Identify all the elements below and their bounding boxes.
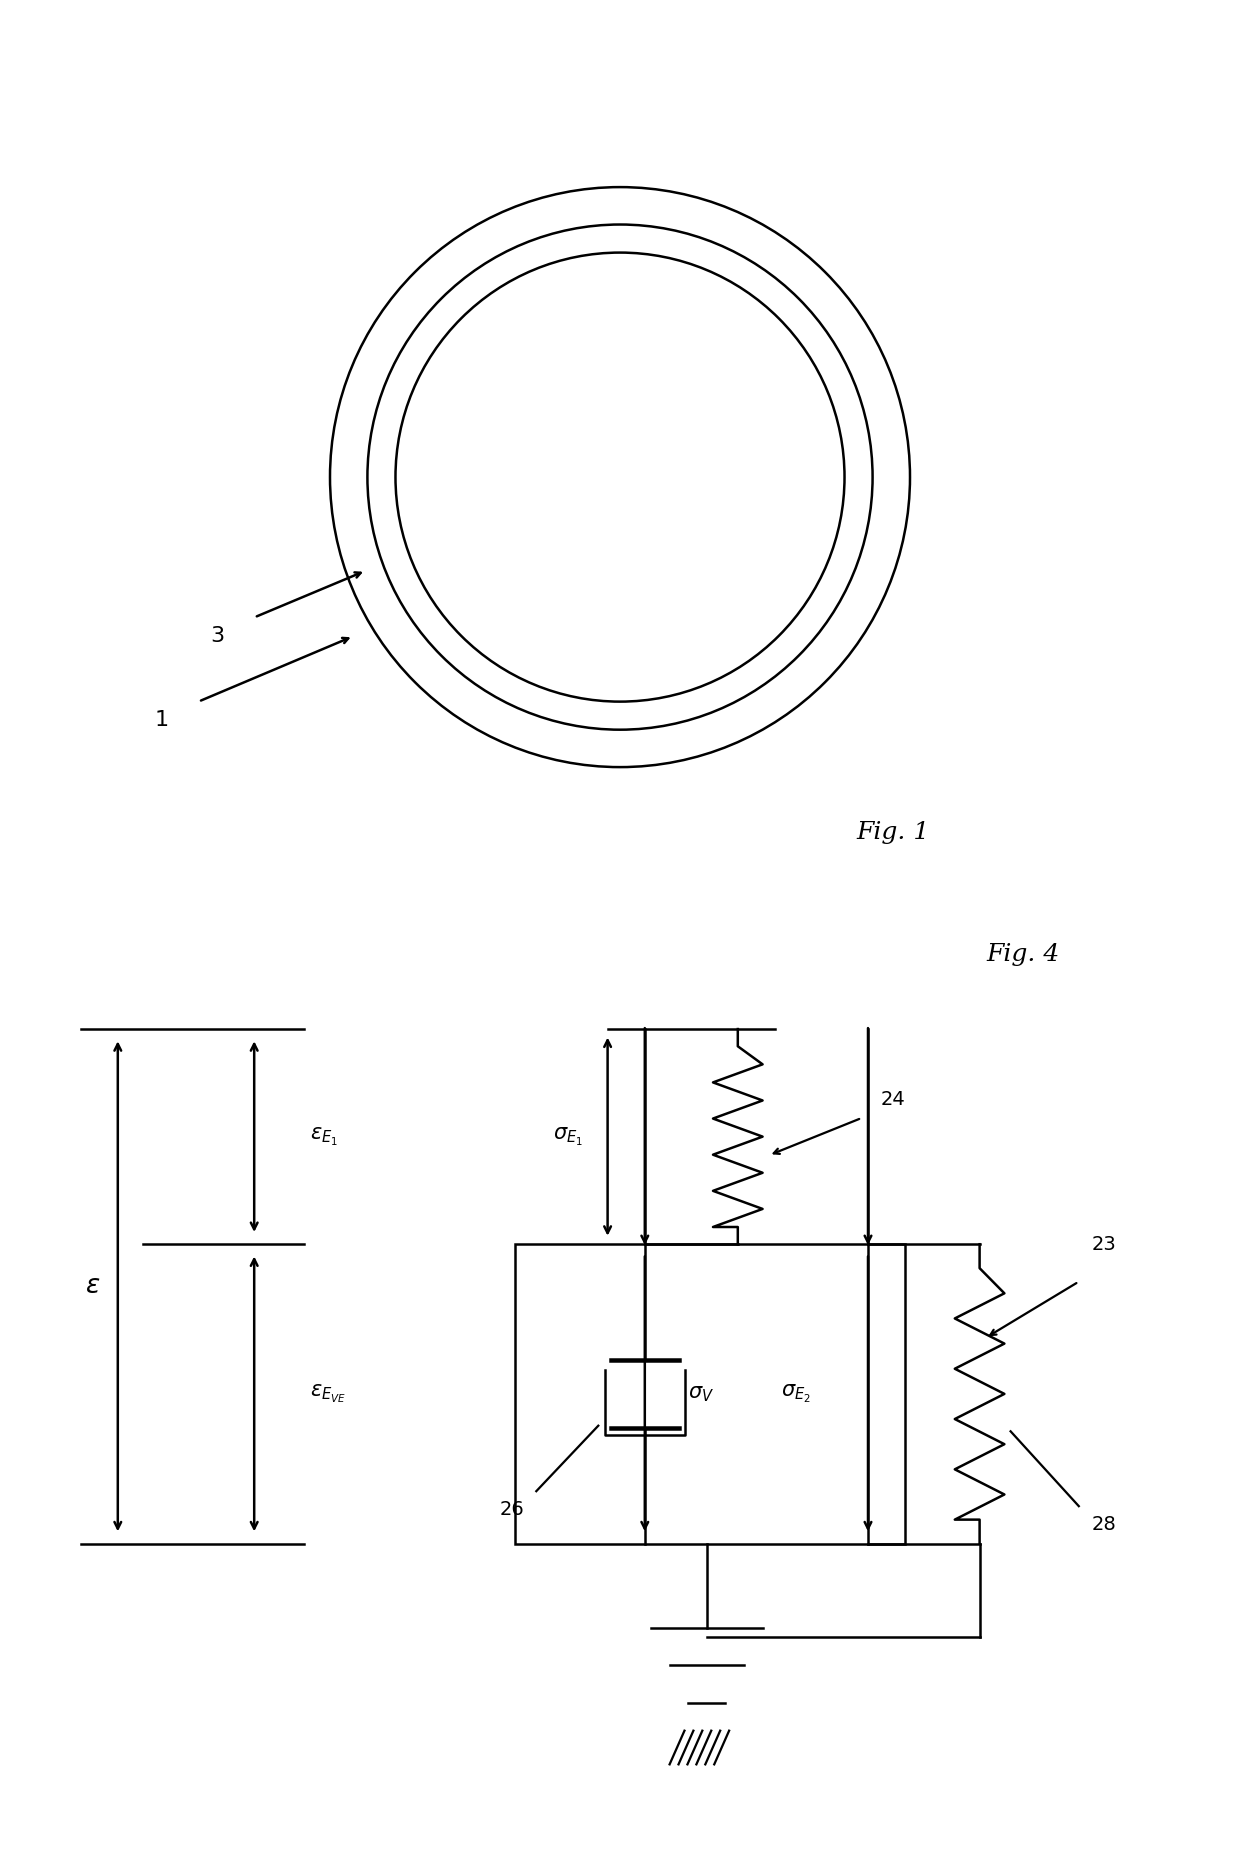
Text: 3: 3 xyxy=(210,627,224,645)
Bar xyxy=(515,1244,905,1544)
Text: $\sigma_{E_1}$: $\sigma_{E_1}$ xyxy=(553,1126,583,1147)
Text: 1: 1 xyxy=(154,711,169,730)
Text: $\sigma_{E_2}$: $\sigma_{E_2}$ xyxy=(781,1383,811,1405)
Text: Fig. 1: Fig. 1 xyxy=(856,821,930,844)
Text: 23: 23 xyxy=(1091,1235,1116,1254)
Text: 28: 28 xyxy=(1091,1516,1116,1534)
Text: $\varepsilon_{E_{VE}}$: $\varepsilon_{E_{VE}}$ xyxy=(310,1383,346,1405)
Text: $\varepsilon_{E_1}$: $\varepsilon_{E_1}$ xyxy=(310,1126,339,1147)
Text: $\sigma_V$: $\sigma_V$ xyxy=(688,1385,714,1403)
Text: Fig. 4: Fig. 4 xyxy=(986,943,1060,965)
Text: 26: 26 xyxy=(500,1501,523,1519)
Text: $\varepsilon$: $\varepsilon$ xyxy=(86,1274,100,1298)
Text: 24: 24 xyxy=(880,1089,905,1110)
